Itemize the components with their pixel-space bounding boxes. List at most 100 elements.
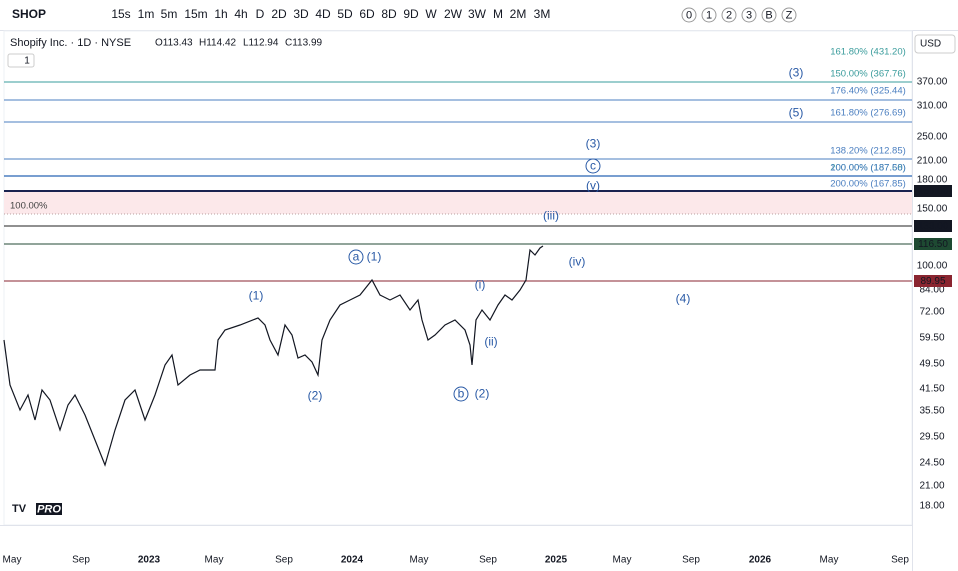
- wave-label: (i): [475, 278, 486, 292]
- price-axis-label: 84.00: [919, 285, 944, 296]
- price-tag-label: 116.50: [918, 239, 948, 250]
- fib-label: 176.40% (325.44): [830, 86, 906, 97]
- interval-button[interactable]: 1h: [214, 7, 227, 21]
- counter-label: 1: [706, 9, 712, 21]
- fib-label: 100.00%: [10, 201, 48, 212]
- interval-button[interactable]: 5m: [161, 7, 178, 21]
- logo-badge: [36, 503, 62, 515]
- time-axis-label: Sep: [72, 555, 90, 566]
- time-axis-label: May: [205, 555, 224, 566]
- indicator-count: 1: [24, 56, 30, 67]
- price-tag: [914, 185, 952, 197]
- counter-label: 2: [726, 9, 732, 21]
- wave-label: (3): [586, 137, 601, 151]
- fib-label: 150.00% (367.76): [830, 69, 906, 80]
- currency-button[interactable]: [914, 34, 956, 54]
- wave-label: (5): [789, 106, 804, 120]
- interval-button[interactable]: W: [425, 7, 437, 21]
- fib-label: 161.80% (276.69): [830, 108, 906, 119]
- wave-circle: [348, 249, 364, 265]
- legend-title: Shopify Inc. · 1D · NYSE: [10, 37, 131, 49]
- fib-lines: [4, 81, 912, 282]
- price-axis-label: 29.50: [919, 432, 944, 443]
- time-axis-label: Sep: [275, 555, 293, 566]
- wave-label: (4): [676, 292, 691, 306]
- price-axis-label: 24.50: [919, 458, 944, 469]
- interval-button[interactable]: 15m: [184, 7, 207, 21]
- interval-button[interactable]: 4D: [315, 7, 331, 21]
- price-line: [3, 245, 544, 467]
- wave-circle: [585, 158, 601, 174]
- interval-button[interactable]: 2D: [271, 7, 287, 21]
- wave-label: b: [458, 387, 465, 401]
- interval-button[interactable]: 15s: [111, 7, 130, 21]
- price-axis-label: 18.00: [919, 501, 944, 512]
- logo: TV PRO: [12, 503, 62, 515]
- counter-badge[interactable]: [721, 7, 737, 23]
- fib-label: 161.80% (431.20): [830, 47, 906, 58]
- legend-low: L112.94: [243, 38, 279, 49]
- wave-label: (v): [586, 179, 600, 193]
- counter-badge[interactable]: [681, 7, 697, 23]
- price-axis-label: 21.00: [919, 481, 944, 492]
- interval-button[interactable]: 3D: [293, 7, 309, 21]
- price-tag-label: 133.00: [918, 221, 949, 232]
- interval-button[interactable]: M: [493, 7, 503, 21]
- counter-label: 3: [746, 9, 752, 21]
- wave-label: (3): [789, 66, 804, 80]
- interval-button[interactable]: 2W: [444, 7, 463, 21]
- counter-badge[interactable]: [781, 7, 797, 23]
- price-tag: [914, 238, 952, 250]
- counter-badge[interactable]: [741, 7, 757, 23]
- interval-button[interactable]: 4h: [234, 7, 247, 21]
- time-axis-label: 2023: [138, 555, 161, 566]
- interval-button[interactable]: 9D: [403, 7, 419, 21]
- counter-badge[interactable]: [761, 7, 777, 23]
- interval-button[interactable]: 1m: [138, 7, 155, 21]
- interval-button[interactable]: D: [256, 7, 265, 21]
- legend-high: H114.42: [199, 38, 237, 49]
- symbol[interactable]: SHOP: [12, 7, 46, 21]
- interval-button[interactable]: 3W: [468, 7, 487, 21]
- wave-label: (2): [308, 389, 323, 403]
- price-tag: [914, 220, 952, 232]
- interval-button[interactable]: 6D: [359, 7, 375, 21]
- plot-area: [3, 30, 913, 526]
- counter-label: 0: [686, 9, 692, 21]
- counter-badge[interactable]: [701, 7, 717, 23]
- currency: USD: [920, 39, 941, 50]
- price-axis-label: 150.00: [917, 204, 948, 215]
- time-axis-label: Sep: [891, 555, 909, 566]
- fib-label: 200.00% (187.68): [830, 163, 906, 174]
- wave-circle: [453, 386, 469, 402]
- price-axis-label: 72.00: [919, 307, 944, 318]
- wave-label: a: [353, 250, 360, 264]
- time-axis-label: May: [820, 555, 839, 566]
- time-axis-label: Sep: [479, 555, 497, 566]
- wave-label: c: [590, 159, 596, 173]
- logo-text: PRO: [37, 503, 61, 515]
- legend-close: C113.99: [285, 38, 323, 49]
- price-axis-label: 180.00: [917, 175, 948, 186]
- counter-label: Z: [786, 9, 793, 21]
- time-axis-label: May: [613, 555, 632, 566]
- logo-mark: TV: [12, 503, 27, 515]
- wave-label: (ii): [484, 335, 497, 349]
- interval-button[interactable]: 2M: [510, 7, 527, 21]
- interval-button[interactable]: 8D: [381, 7, 397, 21]
- price-axis-label: 370.00: [917, 77, 948, 88]
- interval-button[interactable]: 5D: [337, 7, 353, 21]
- fib-label: 100.00% (187.50): [830, 163, 906, 174]
- time-axis-label: 2025: [545, 555, 568, 566]
- interval-button[interactable]: 3M: [534, 7, 551, 21]
- wave-label: (iii): [543, 209, 559, 223]
- wave-label: (1): [249, 289, 264, 303]
- price-axis-label: 210.00: [917, 156, 948, 167]
- time-axis-label: Sep: [682, 555, 700, 566]
- indicator-toggle[interactable]: [7, 53, 35, 68]
- time-axis-label: 2026: [749, 555, 772, 566]
- time-axis-label: May: [410, 555, 429, 566]
- price-axis-label: 49.50: [919, 359, 944, 370]
- legend-open: O113.43: [155, 38, 193, 49]
